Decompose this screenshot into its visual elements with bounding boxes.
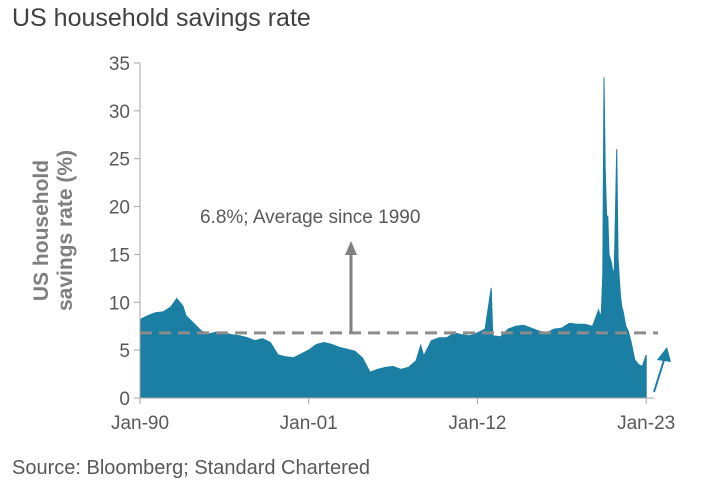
average-arrow-head [345, 241, 357, 255]
y-tick-label: 15 [109, 245, 130, 266]
y-tick-label: 0 [119, 389, 130, 410]
y-tick-label: 25 [109, 150, 130, 171]
y-tick-label: 5 [119, 341, 130, 362]
x-tick-label: Jan-90 [111, 413, 169, 434]
x-tick-label: Jan-01 [280, 413, 338, 434]
y-axis-label-line: savings rate (%) [54, 150, 77, 311]
y-tick-label: 10 [109, 293, 130, 314]
x-tick-label: Jan-23 [617, 413, 675, 434]
axes: 0 5 10 15 20 25 30 35 Jan-90 Jan-01 Jan-12 Jan-23 [109, 54, 675, 434]
y-tick-label: 35 [109, 54, 130, 75]
y-axis-label-line: US household [30, 160, 53, 301]
series-area [139, 77, 647, 399]
x-tick-label: Jan-12 [448, 413, 506, 434]
y-tick-label: 20 [109, 198, 130, 219]
y-axis-label: US householdsavings rate (%) [30, 150, 77, 311]
latest-arrow-head [657, 347, 671, 362]
average-layer: 6.8%; Average since 1990 [140, 207, 671, 393]
source-note: Source: Bloomberg; Standard Chartered [12, 457, 370, 479]
latest-arrow-shaft [653, 359, 665, 393]
y-axis-title: US householdsavings rate (%) [30, 150, 77, 311]
average-annotation: 6.8%; Average since 1990 [200, 207, 420, 228]
area-series [139, 77, 647, 399]
y-tick-label: 30 [109, 102, 130, 123]
chart-title: US household savings rate [12, 4, 311, 32]
